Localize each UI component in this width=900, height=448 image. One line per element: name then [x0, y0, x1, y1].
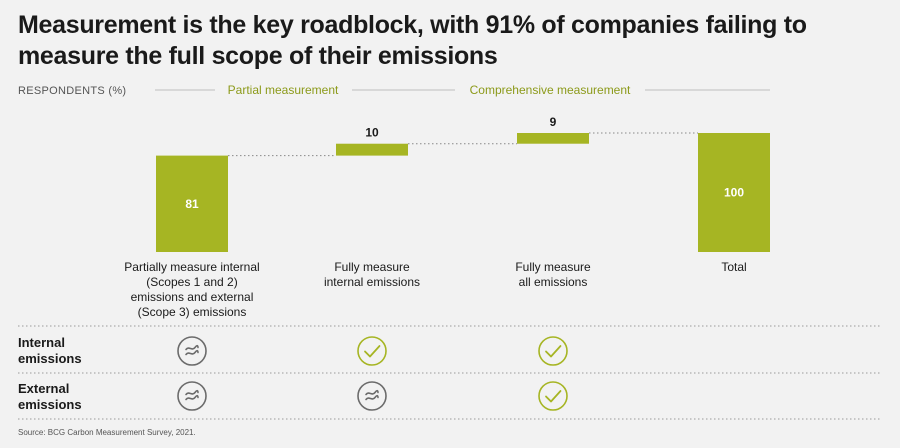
approx-icon [357, 381, 387, 411]
bar [336, 143, 408, 156]
check-icon [357, 336, 387, 366]
data-label: 81 [185, 197, 199, 211]
category-label: (Scopes 1 and 2) [146, 275, 237, 289]
approx-icon [177, 336, 207, 366]
row-label-external: External emissions [18, 381, 82, 412]
category-label: (Scope 3) emissions [138, 305, 247, 319]
category-label: all emissions [519, 275, 588, 289]
check-icon [538, 381, 568, 411]
plot-area: 81 Partially measure internal(Scopes 1 an… [124, 115, 770, 319]
check-icon [538, 336, 568, 366]
data-label: 100 [724, 186, 744, 200]
comprehensive-measurement-header: Comprehensive measurement [470, 83, 631, 97]
bar [517, 133, 589, 144]
category-label: Fully measure [515, 260, 591, 274]
chart-title: Measurement is the key roadblock, with 9… [18, 11, 807, 70]
category-label: Partially measure internal [124, 260, 259, 274]
data-label: 9 [550, 115, 557, 129]
category-label: emissions and external [131, 290, 254, 304]
approx-icon [177, 381, 207, 411]
source-note: Source: BCG Carbon Measurement Survey, 2… [18, 428, 196, 437]
partial-measurement-header: Partial measurement [228, 83, 339, 97]
row-label-internal: Internal emissions [18, 335, 82, 366]
respondents-label: RESPONDENTS (%) [18, 85, 126, 97]
category-label: internal emissions [324, 275, 420, 289]
data-label: 10 [365, 126, 379, 140]
category-label: Fully measure [334, 260, 410, 274]
bar [698, 133, 770, 252]
measurement-matrix [18, 325, 882, 420]
bar [156, 155, 228, 252]
category-label: Total [721, 260, 746, 274]
